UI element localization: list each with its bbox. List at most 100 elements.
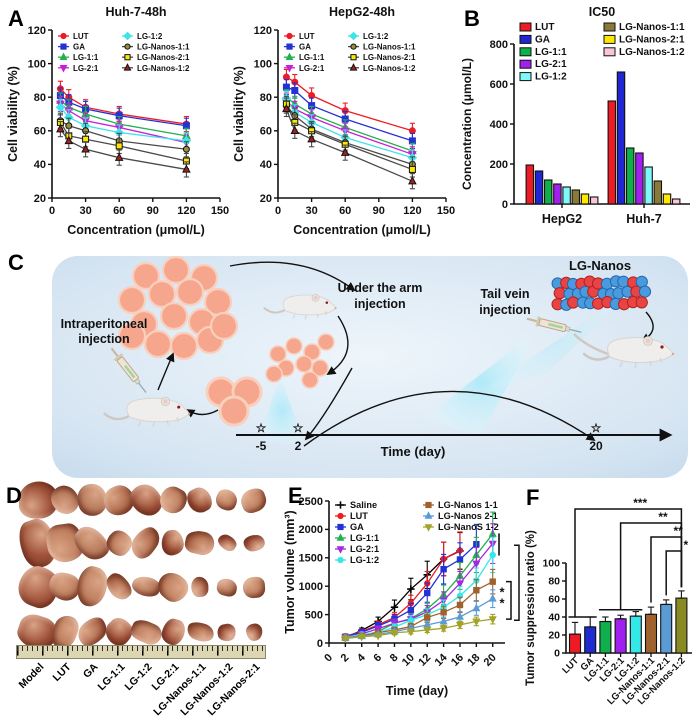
series-LG-Nanos-1:2 (282, 100, 417, 190)
svg-text:Saline: Saline (350, 500, 377, 510)
svg-text:500: 500 (305, 609, 323, 621)
svg-text:Concentration (μmol/L): Concentration (μmol/L) (460, 58, 474, 190)
bar-LG-1:2-HepG2 (562, 186, 571, 205)
svg-text:150: 150 (211, 205, 229, 217)
svg-text:40: 40 (260, 159, 272, 171)
svg-text:0: 0 (275, 205, 281, 217)
ruler (16, 645, 266, 659)
panel-label-a: A (8, 6, 24, 31)
label-tail-vein: Tail vein (480, 287, 529, 301)
tumor-photo (243, 534, 265, 552)
injection-glow-small (258, 376, 306, 446)
svg-text:*: * (499, 595, 505, 610)
svg-text:8: 8 (388, 652, 401, 665)
flow-arrow-right (326, 315, 349, 375)
svg-text:120: 120 (254, 25, 272, 37)
tumor-photo (155, 482, 191, 518)
timeline-tick-2: 2 (295, 439, 302, 453)
svg-text:20: 20 (260, 193, 272, 205)
series-LG-Nanos-1:2 (56, 121, 191, 178)
series-LG-1:1 (56, 92, 191, 144)
svg-text:Cell viability (%): Cell viability (%) (232, 66, 246, 162)
sig-bracket (574, 508, 683, 617)
bar-LG-Nanos-2:1 (660, 603, 673, 654)
flow-arrow-left (157, 352, 175, 391)
svg-text:100: 100 (254, 58, 272, 70)
svg-text:GA: GA (350, 522, 364, 532)
svg-text:30: 30 (305, 205, 317, 217)
tumor-photo (244, 622, 264, 642)
svg-text:LG-1:1: LG-1:1 (535, 47, 567, 58)
svg-text:LG-2:1: LG-2:1 (73, 64, 99, 73)
tumor-photo (183, 483, 217, 517)
svg-text:90: 90 (373, 205, 385, 217)
plot-ic50: 0 200 400 600 800 IC50 Concentration (μmol/L) H… (460, 5, 690, 226)
svg-text:30: 30 (79, 205, 91, 217)
bar-LG-2:1 (614, 618, 627, 654)
svg-text:0: 0 (322, 652, 335, 665)
flow-arrow-bottom (185, 409, 219, 418)
tumor-photo (183, 528, 217, 558)
svg-text:0: 0 (502, 199, 508, 211)
legend: LUTGALG-1:1LG-2:1LG-1:2LG-Nanos-1:1LG-Na… (284, 31, 416, 73)
legend: LUTGALG-1:1LG-2:1LG-1:2LG-Nanos-1:1LG-Na… (58, 31, 190, 73)
tumor-photo (184, 619, 216, 645)
timeline-star-day20: ☆ (591, 421, 602, 435)
svg-text:150: 150 (437, 205, 455, 217)
svg-text:GA: GA (73, 43, 85, 52)
svg-text:14: 14 (433, 651, 451, 669)
panel-label-b: B (464, 6, 480, 31)
mouse-tail-line (573, 333, 609, 356)
svg-text:90: 90 (147, 205, 159, 217)
bar-GA-HepG2 (534, 170, 544, 205)
svg-text:LG-1:2: LG-1:2 (137, 32, 163, 41)
bar-LG-2:1-Huh-7 (635, 152, 644, 205)
panel-label-d: D (6, 483, 22, 508)
plot-huh7: 20 40 60 80 100 120 0 30 60 90 120 150 Huh-7-48h Conc… (6, 5, 229, 237)
svg-text:LUT: LUT (73, 32, 89, 41)
svg-text:LG-Nanos-2:1: LG-Nanos-2:1 (137, 53, 190, 62)
svg-text:LUT: LUT (535, 22, 554, 33)
series-LG-Nanos-1:1 (56, 112, 190, 158)
svg-text:Concentration (μmol/L): Concentration (μmol/L) (293, 223, 431, 237)
svg-text:0: 0 (49, 205, 55, 217)
timeline-tick-20: 20 (589, 439, 603, 453)
series-LG-NanoS 1-2 (341, 613, 497, 644)
timeline-tick-minus5: -5 (256, 439, 267, 453)
svg-text:80: 80 (260, 92, 272, 104)
svg-text:0: 0 (554, 648, 560, 660)
bar-LG-2:1-HepG2 (553, 183, 562, 205)
svg-text:12: 12 (416, 652, 433, 669)
sig-bracket (665, 550, 683, 596)
svg-text:LG-1:2: LG-1:2 (350, 555, 379, 565)
svg-text:200: 200 (490, 159, 508, 171)
svg-text:Huh-7-48h: Huh-7-48h (105, 5, 166, 19)
bar-LG-1:1-HepG2 (543, 179, 553, 205)
svg-text:20: 20 (34, 193, 46, 205)
sig-bracket (506, 580, 512, 620)
svg-text:80: 80 (548, 576, 560, 588)
tumor-photo (127, 616, 165, 648)
svg-text:LG-Nanos-1:2: LG-Nanos-1:2 (363, 64, 416, 73)
svg-text:1000: 1000 (299, 581, 323, 593)
series-LUT (282, 68, 416, 139)
flow-arrow-top (229, 261, 356, 292)
injection-glow-big (422, 328, 540, 436)
tumor-photo (213, 486, 241, 514)
svg-text:6: 6 (371, 652, 384, 665)
svg-text:4: 4 (355, 651, 368, 664)
svg-text:2: 2 (339, 652, 352, 665)
bar-LG-1:1 (599, 620, 612, 654)
svg-text:2500: 2500 (299, 496, 323, 508)
series-LUT (56, 80, 190, 133)
series-LG-2:1 (282, 92, 417, 163)
timeline-label: Time (day) (381, 444, 446, 459)
label-lg-nanos: LG-Nanos (569, 258, 631, 273)
svg-text:LG-1:1: LG-1:1 (299, 53, 325, 62)
tumor-photo (238, 485, 270, 515)
svg-text:LG-Nanos-1:1: LG-Nanos-1:1 (363, 43, 416, 52)
